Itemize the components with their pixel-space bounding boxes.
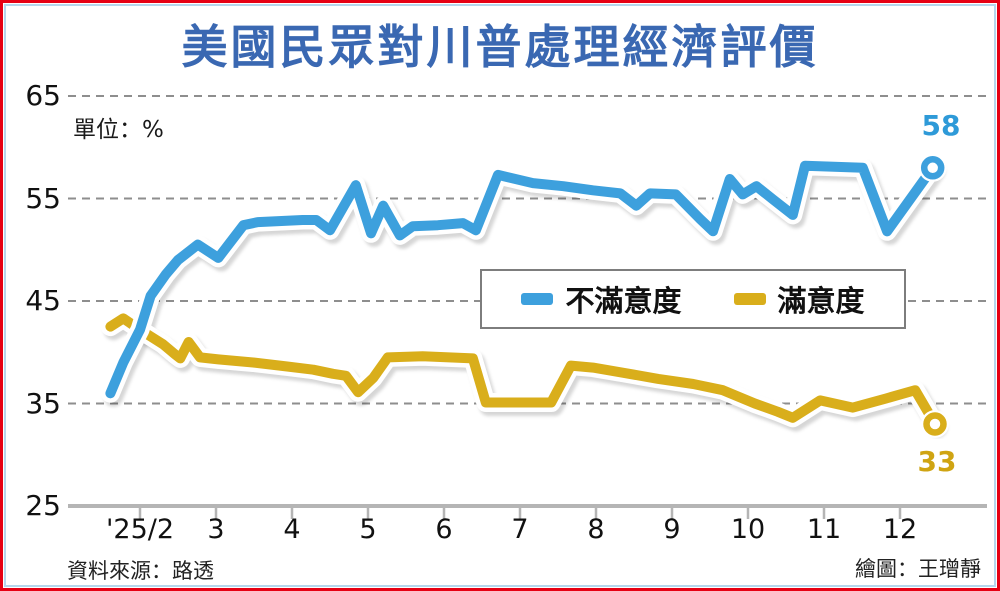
satisfaction-end-value: 33 (917, 445, 957, 478)
y-axis-tick-label: 45 (25, 284, 61, 317)
end-marker (923, 412, 947, 436)
x-axis-tick-label: 12 (882, 514, 918, 545)
satisfaction-swatch (733, 293, 766, 305)
series-shadow (103, 312, 948, 438)
legend-item-dissatisfaction: 不滿意度 (521, 278, 682, 320)
x-axis-tick-label: 6 (435, 514, 453, 545)
x-axis-tick-label: 11 (806, 514, 842, 545)
dissatisfaction-swatch (521, 293, 554, 305)
series-casing-satisfaction (100, 308, 945, 434)
end-marker (920, 156, 945, 180)
series-line-satisfaction (105, 313, 940, 429)
legend-label-dissatisfaction: 不滿意度 (565, 284, 682, 318)
legend-label-satisfaction: 滿意度 (777, 284, 865, 318)
dissatisfaction-end-value: 58 (921, 109, 961, 142)
chart-title: 美國民眾對川普處理經濟評價 (181, 20, 819, 74)
x-axis-tick-label: 8 (587, 514, 605, 545)
x-axis-tick-label: 10 (730, 514, 766, 545)
x-axis-tick-label: '25/2 (105, 514, 175, 545)
x-axis-tick-label: 9 (663, 514, 681, 545)
x-axis-tick-label: 7 (511, 514, 529, 545)
y-axis-tick-label: 35 (25, 386, 61, 420)
legend: 不滿意度 滿意度 (480, 269, 906, 329)
end-marker-halo (918, 153, 947, 182)
source-credit: 資料來源：路透 (67, 559, 214, 583)
x-axis-tick-label: 3 (207, 514, 225, 545)
x-axis-tick-label: 5 (359, 514, 377, 545)
x-axis-tick-label: 4 (283, 514, 301, 545)
legend-item-satisfaction: 滿意度 (733, 278, 865, 320)
end-marker-halo (921, 410, 949, 438)
artist-credit: 繪圖：王璔靜 (855, 557, 981, 581)
y-axis-tick-label: 25 (25, 489, 61, 522)
unit-label: 單位：% (73, 117, 164, 143)
y-axis-tick-label: 55 (25, 181, 61, 215)
y-axis-tick-label: 65 (25, 79, 61, 112)
